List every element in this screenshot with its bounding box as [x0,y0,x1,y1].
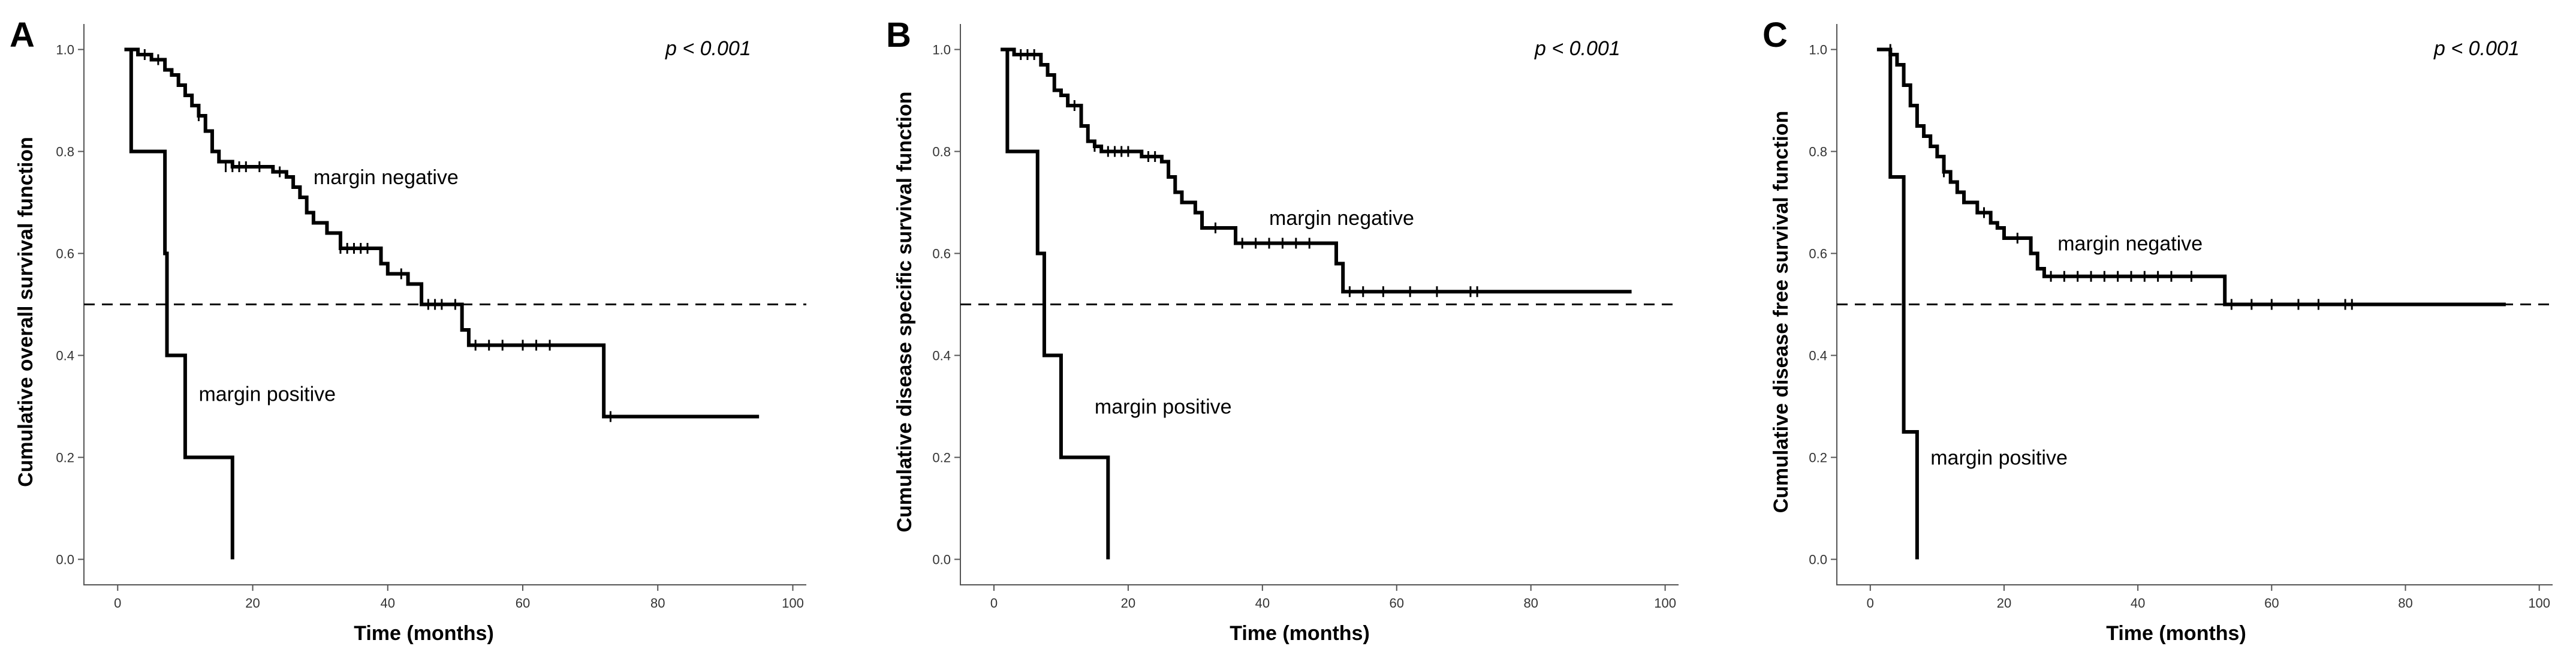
x-tick-label: 60 [516,596,530,611]
annotation-margin-negative: margin negative [2057,233,2203,256]
x-tick-label: 0 [1867,596,1874,611]
x-tick-label: 20 [1997,596,2011,611]
x-tick-label: 60 [2264,596,2279,611]
y-axis-title: Cumulative disease free survival functio… [1770,111,1792,513]
y-axis-title: Cumulative overall survival function [14,137,37,487]
x-tick-label: 100 [1654,596,1676,611]
y-tick-label: 0.0 [1809,552,1827,567]
y-tick-label: 0.6 [56,247,74,262]
panel-letter: B [886,16,911,55]
panel-b: B p < 0.001 Cumulative disease specific … [886,16,1679,645]
y-tick-label: 1.0 [1809,43,1827,58]
annotation-margin-negative: margin negative [314,166,459,189]
axes [960,24,1679,585]
y-tick-label: 0.4 [1809,348,1827,363]
x-tick-label: 80 [2398,596,2412,611]
p-value: p < 0.001 [1534,37,1620,60]
survival-curve-margin-positive [1001,47,1110,560]
x-tick-label: 0 [114,596,121,611]
x-tick-label: 0 [990,596,998,611]
panel-letter: A [10,16,35,55]
y-tick-label: 0.2 [1809,450,1827,465]
y-tick-label: 0.8 [1809,145,1827,160]
panel-letter: C [1762,16,1788,55]
x-axis-title: Time (months) [1230,622,1370,645]
survival-curve-margin-positive [124,47,234,560]
axes [83,24,806,585]
survival-curve-margin-positive [1876,47,1919,560]
y-tick-label: 0.6 [932,247,951,262]
survival-curve-margin-negative [1001,47,1632,294]
x-tick-label: 100 [782,596,804,611]
annotation-margin-negative: margin negative [1269,207,1414,230]
x-tick-label: 40 [1255,596,1270,611]
annotation-margin-positive: margin positive [198,383,336,405]
annotation-margin-positive: margin positive [1095,396,1232,419]
y-tick-label: 0.8 [56,145,74,160]
x-tick-label: 20 [245,596,260,611]
x-tick-label: 40 [2131,596,2145,611]
y-tick-label: 0.4 [56,348,74,363]
x-tick-label: 20 [1121,596,1135,611]
y-axis-title: Cumulative disease specific survival fun… [893,91,916,532]
y-tick-label: 1.0 [932,43,951,58]
y-tick-label: 1.0 [56,43,74,58]
y-tick-label: 0.2 [56,450,74,465]
p-value: p < 0.001 [2433,37,2520,60]
x-axis-title: Time (months) [2106,622,2246,645]
x-axis-title: Time (months) [354,622,494,645]
x-tick-label: 100 [2528,596,2550,611]
y-tick-label: 0.0 [932,552,951,567]
x-tick-label: 60 [1390,596,1404,611]
panel-a: A p < 0.001 Cumulative overall survival … [10,16,806,645]
panel-c: C p < 0.001 Cumulative disease free surv… [1762,16,2553,645]
survival-curve-margin-negative [1876,47,2506,307]
y-tick-label: 0.6 [1809,247,1827,262]
p-value: p < 0.001 [665,37,751,60]
x-tick-label: 80 [1523,596,1538,611]
y-tick-label: 0.0 [56,552,74,567]
x-tick-label: 40 [381,596,395,611]
y-tick-label: 0.4 [932,348,951,363]
axes [1836,24,2553,585]
x-tick-label: 80 [650,596,665,611]
y-tick-label: 0.2 [932,450,951,465]
annotation-margin-positive: margin positive [1930,447,2068,470]
survival-curve-margin-negative [124,47,760,419]
y-tick-label: 0.8 [932,145,951,160]
